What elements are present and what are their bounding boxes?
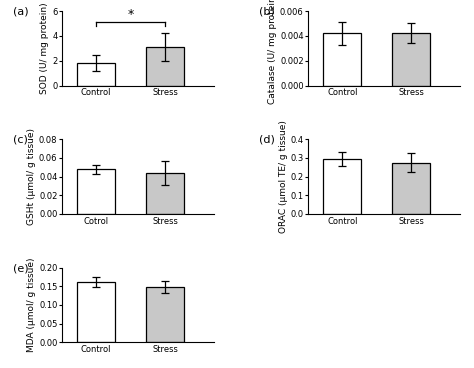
Text: (a): (a) [13,7,28,17]
Text: *: * [128,8,134,21]
Bar [323,33,361,86]
Bar [77,282,115,342]
Bar [323,159,361,214]
Y-axis label: ORAC (μmol TE/ g tissue): ORAC (μmol TE/ g tissue) [279,120,288,233]
Bar [146,287,184,342]
Bar [392,163,430,214]
Y-axis label: Catalase (U/ mg protein): Catalase (U/ mg protein) [268,0,277,104]
Text: (d): (d) [259,135,275,145]
Text: (c): (c) [13,135,28,145]
Text: (e): (e) [13,263,28,273]
Y-axis label: SOD (U/ mg protein): SOD (U/ mg protein) [40,3,49,94]
Y-axis label: MDA (μmol/ g tissue): MDA (μmol/ g tissue) [27,258,36,352]
Bar [77,63,115,86]
Bar [392,33,430,86]
Y-axis label: GSHt (μmol/ g tissue): GSHt (μmol/ g tissue) [27,128,36,225]
Bar [146,173,184,214]
Bar [77,169,115,214]
Bar [146,47,184,86]
Text: (b): (b) [259,7,275,17]
